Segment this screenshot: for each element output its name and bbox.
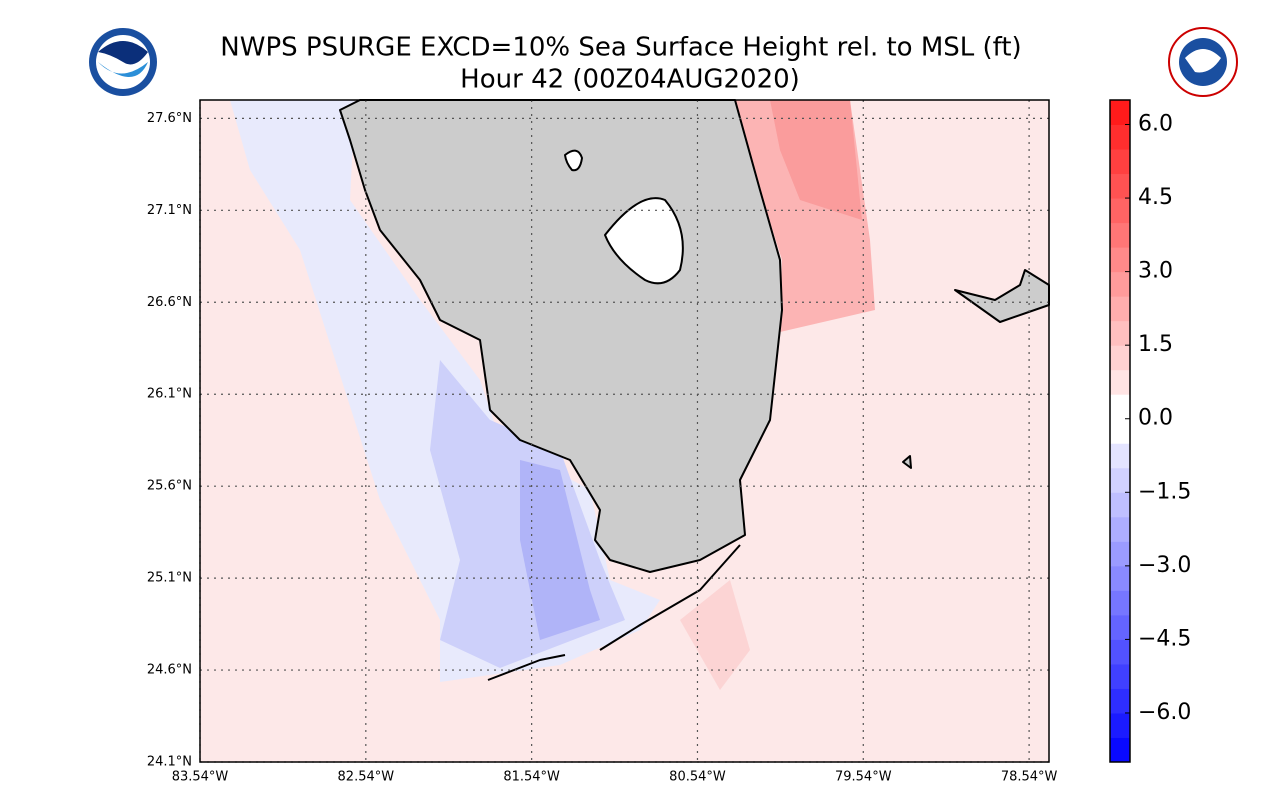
- keys: [487, 544, 741, 681]
- y-tick-label: 24.1°N: [147, 755, 192, 770]
- y-tick-label: 25.1°N: [147, 571, 192, 586]
- subtitle: Hour 42 (00Z04AUG2020): [460, 65, 800, 95]
- colorbar-band: [1110, 247, 1130, 273]
- colorbar-band: [1110, 149, 1130, 175]
- colorbar-band: [1110, 737, 1130, 763]
- noaa-logo: [89, 28, 157, 96]
- colorbar-tick-label: 3.0: [1138, 259, 1173, 284]
- colorbar-tick-label: 4.5: [1138, 185, 1173, 210]
- nws-logo: [1168, 27, 1238, 97]
- colorbar-band: [1110, 369, 1130, 395]
- x-tick-label: 79.54°W: [835, 770, 892, 785]
- colorbar-band: [1110, 394, 1130, 420]
- surge-deep: [520, 460, 600, 640]
- colorbar-band: [1110, 565, 1130, 591]
- colorbar-band: [1110, 516, 1130, 542]
- colorbar-band: [1110, 100, 1130, 126]
- colorbar: 6.0 4.5 3.0 1.5 0.0 −1.5 −3.0 −4.5 −6.0: [1109, 99, 1191, 763]
- surge-keys: [680, 580, 750, 690]
- colorbar-tick-label: −6.0: [1138, 700, 1191, 725]
- colorbar-frame: [1109, 99, 1131, 763]
- colorbar-band: [1110, 296, 1130, 322]
- lake-okeechobee: [604, 197, 684, 285]
- y-tick-label: 27.6°N: [147, 111, 192, 126]
- colorbar-tick-label: 1.5: [1138, 332, 1173, 357]
- map-frame: [199, 99, 1050, 763]
- y-tick-label: 25.6°N: [147, 479, 192, 494]
- colorbar-band: [1110, 222, 1130, 248]
- colorbar-band: [1110, 663, 1130, 689]
- colorbar-band: [1110, 271, 1130, 297]
- colorbar-band: [1110, 492, 1130, 518]
- colorbar-band: [1110, 198, 1130, 224]
- colorbar-tick-label: −1.5: [1138, 479, 1191, 504]
- y-tick-label: 24.6°N: [147, 663, 192, 678]
- colorbar-band: [1110, 614, 1130, 640]
- surge-higher: [770, 100, 862, 220]
- colorbar-band: [1110, 467, 1130, 493]
- colorbar-tick-label: 6.0: [1138, 112, 1173, 137]
- colorbar-tick-label: 0.0: [1138, 406, 1173, 431]
- colorbar-band: [1110, 345, 1130, 371]
- colorbar-band: [1110, 688, 1130, 714]
- colorbar-band: [1110, 320, 1130, 346]
- y-tick-label: 26.6°N: [147, 295, 192, 310]
- colorbar-band: [1110, 712, 1130, 738]
- x-tick-label: 82.54°W: [338, 770, 395, 785]
- islet: [902, 455, 912, 469]
- y-tick-label: 26.1°N: [147, 387, 192, 402]
- x-tick-label: 80.54°W: [669, 770, 726, 785]
- colorbar-band: [1110, 418, 1130, 444]
- colorbar-band: [1110, 173, 1130, 199]
- x-tick-label: 83.54°W: [172, 770, 229, 785]
- y-tick-label: 27.1°N: [147, 203, 192, 218]
- x-tick-label: 81.54°W: [503, 770, 560, 785]
- colorbar-band: [1110, 639, 1130, 665]
- colorbar-tick-label: −3.0: [1138, 553, 1191, 578]
- colorbar-band: [1110, 443, 1130, 469]
- bahamas: [954, 269, 1050, 323]
- map: [199, 99, 1050, 763]
- colorbar-band: [1110, 590, 1130, 616]
- small-lake: [564, 149, 583, 172]
- colorbar-band: [1110, 541, 1130, 567]
- x-tick-label: 78.54°W: [1001, 770, 1058, 785]
- title: NWPS PSURGE EXCD=10% Sea Surface Height …: [220, 33, 1021, 63]
- colorbar-band: [1110, 124, 1130, 150]
- colorbar-tick-label: −4.5: [1138, 626, 1191, 651]
